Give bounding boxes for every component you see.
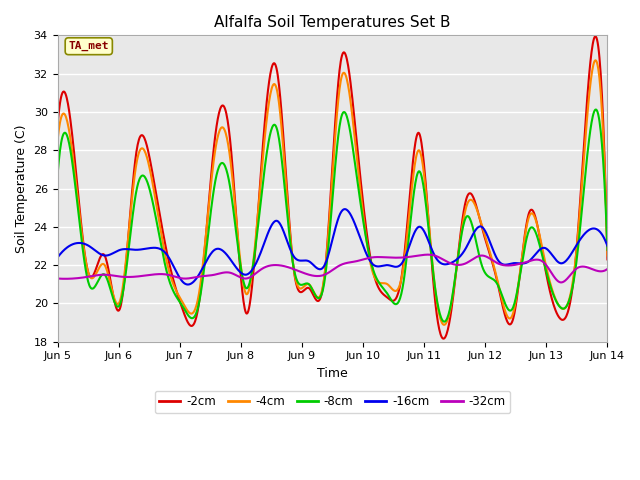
-2cm <box>114 307 122 313</box>
-4cm <box>54 138 61 144</box>
-16cm <box>341 206 349 212</box>
-16cm <box>446 260 454 266</box>
-16cm <box>469 232 477 238</box>
-16cm <box>54 254 61 260</box>
-2cm <box>446 318 454 324</box>
-4cm <box>468 198 476 204</box>
Line: -8cm: -8cm <box>58 109 607 322</box>
-4cm <box>604 252 611 258</box>
Line: -2cm: -2cm <box>58 36 607 339</box>
-2cm <box>591 34 599 39</box>
-2cm <box>468 192 476 198</box>
-32cm <box>289 266 296 272</box>
-4cm <box>529 211 537 217</box>
-8cm <box>604 247 611 252</box>
-2cm <box>289 255 296 261</box>
-16cm <box>184 282 191 288</box>
-32cm <box>114 273 122 279</box>
-16cm <box>114 248 122 254</box>
-2cm <box>604 256 611 262</box>
-16cm <box>289 252 297 258</box>
-8cm <box>114 304 122 310</box>
Line: -4cm: -4cm <box>58 60 607 325</box>
-2cm <box>440 336 447 342</box>
-8cm <box>446 308 454 313</box>
-2cm <box>197 288 205 293</box>
-16cm <box>529 254 537 260</box>
-32cm <box>529 257 537 263</box>
-8cm <box>289 257 296 263</box>
-32cm <box>557 279 564 285</box>
-4cm <box>114 301 122 307</box>
-32cm <box>468 257 476 263</box>
-32cm <box>54 276 61 281</box>
-2cm <box>54 122 61 128</box>
-8cm <box>468 223 476 228</box>
-32cm <box>604 266 611 272</box>
-16cm <box>604 243 611 249</box>
Legend: -2cm, -4cm, -8cm, -16cm, -32cm: -2cm, -4cm, -8cm, -16cm, -32cm <box>154 391 511 413</box>
-8cm <box>197 291 205 297</box>
-4cm <box>591 58 599 63</box>
-8cm <box>54 172 61 178</box>
Text: TA_met: TA_met <box>68 41 109 51</box>
-4cm <box>446 310 454 315</box>
-16cm <box>197 268 205 274</box>
X-axis label: Time: Time <box>317 367 348 380</box>
-32cm <box>424 252 432 257</box>
-4cm <box>197 279 205 285</box>
Line: -16cm: -16cm <box>58 209 607 285</box>
-2cm <box>529 208 537 214</box>
Y-axis label: Soil Temperature (C): Soil Temperature (C) <box>15 124 28 253</box>
-4cm <box>289 256 296 262</box>
-32cm <box>197 274 205 279</box>
-8cm <box>592 107 600 112</box>
Title: Alfalfa Soil Temperatures Set B: Alfalfa Soil Temperatures Set B <box>214 15 451 30</box>
-4cm <box>440 322 448 328</box>
-8cm <box>529 225 537 230</box>
Line: -32cm: -32cm <box>58 254 607 282</box>
-32cm <box>446 260 454 266</box>
-8cm <box>440 319 448 324</box>
